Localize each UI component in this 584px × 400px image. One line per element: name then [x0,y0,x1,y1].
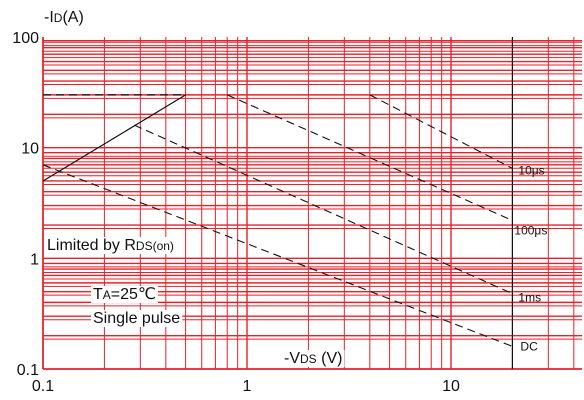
series-label-0: 10μs [518,163,544,177]
x-tick-label-2: 10 [442,378,460,395]
single-pulse-label-bg [91,310,183,327]
y-axis-label: -ID(A) [44,9,84,26]
single-pulse-label: Single pulse [93,310,180,327]
x-axis-label-bg [282,350,345,367]
series-label-3: DC [520,339,538,353]
y-tick-label-0: 0.1 [17,362,39,379]
y-tick-label-3: 100 [12,30,39,47]
rds-limit-line [42,94,186,182]
limited-by-label-bg [45,237,176,254]
series-line-3 [42,164,513,347]
x-axis-label: -VDS (V) [284,350,342,367]
limited-by-label: Limited by RDS(on) [47,237,174,254]
x-tick-label-0: 0.1 [32,378,54,395]
y-tick-label-2: 10 [21,141,39,158]
series-label-2: 1ms [518,291,541,305]
temperature-label: TA=25℃ [93,286,156,303]
temperature-label-bg [91,286,158,303]
series-label-1: 100μs [514,223,547,237]
x-tick-label-1: 1 [243,378,252,395]
series-line-0 [369,94,513,169]
text-layer: 10μs 100μs 1ms DC 0.1 1 10 0.1 1 10 100 -ID(A) -VDS … [12,9,547,395]
series-line-2 [133,124,513,295]
y-tick-label-1: 1 [30,251,39,268]
line-layer [42,37,514,369]
